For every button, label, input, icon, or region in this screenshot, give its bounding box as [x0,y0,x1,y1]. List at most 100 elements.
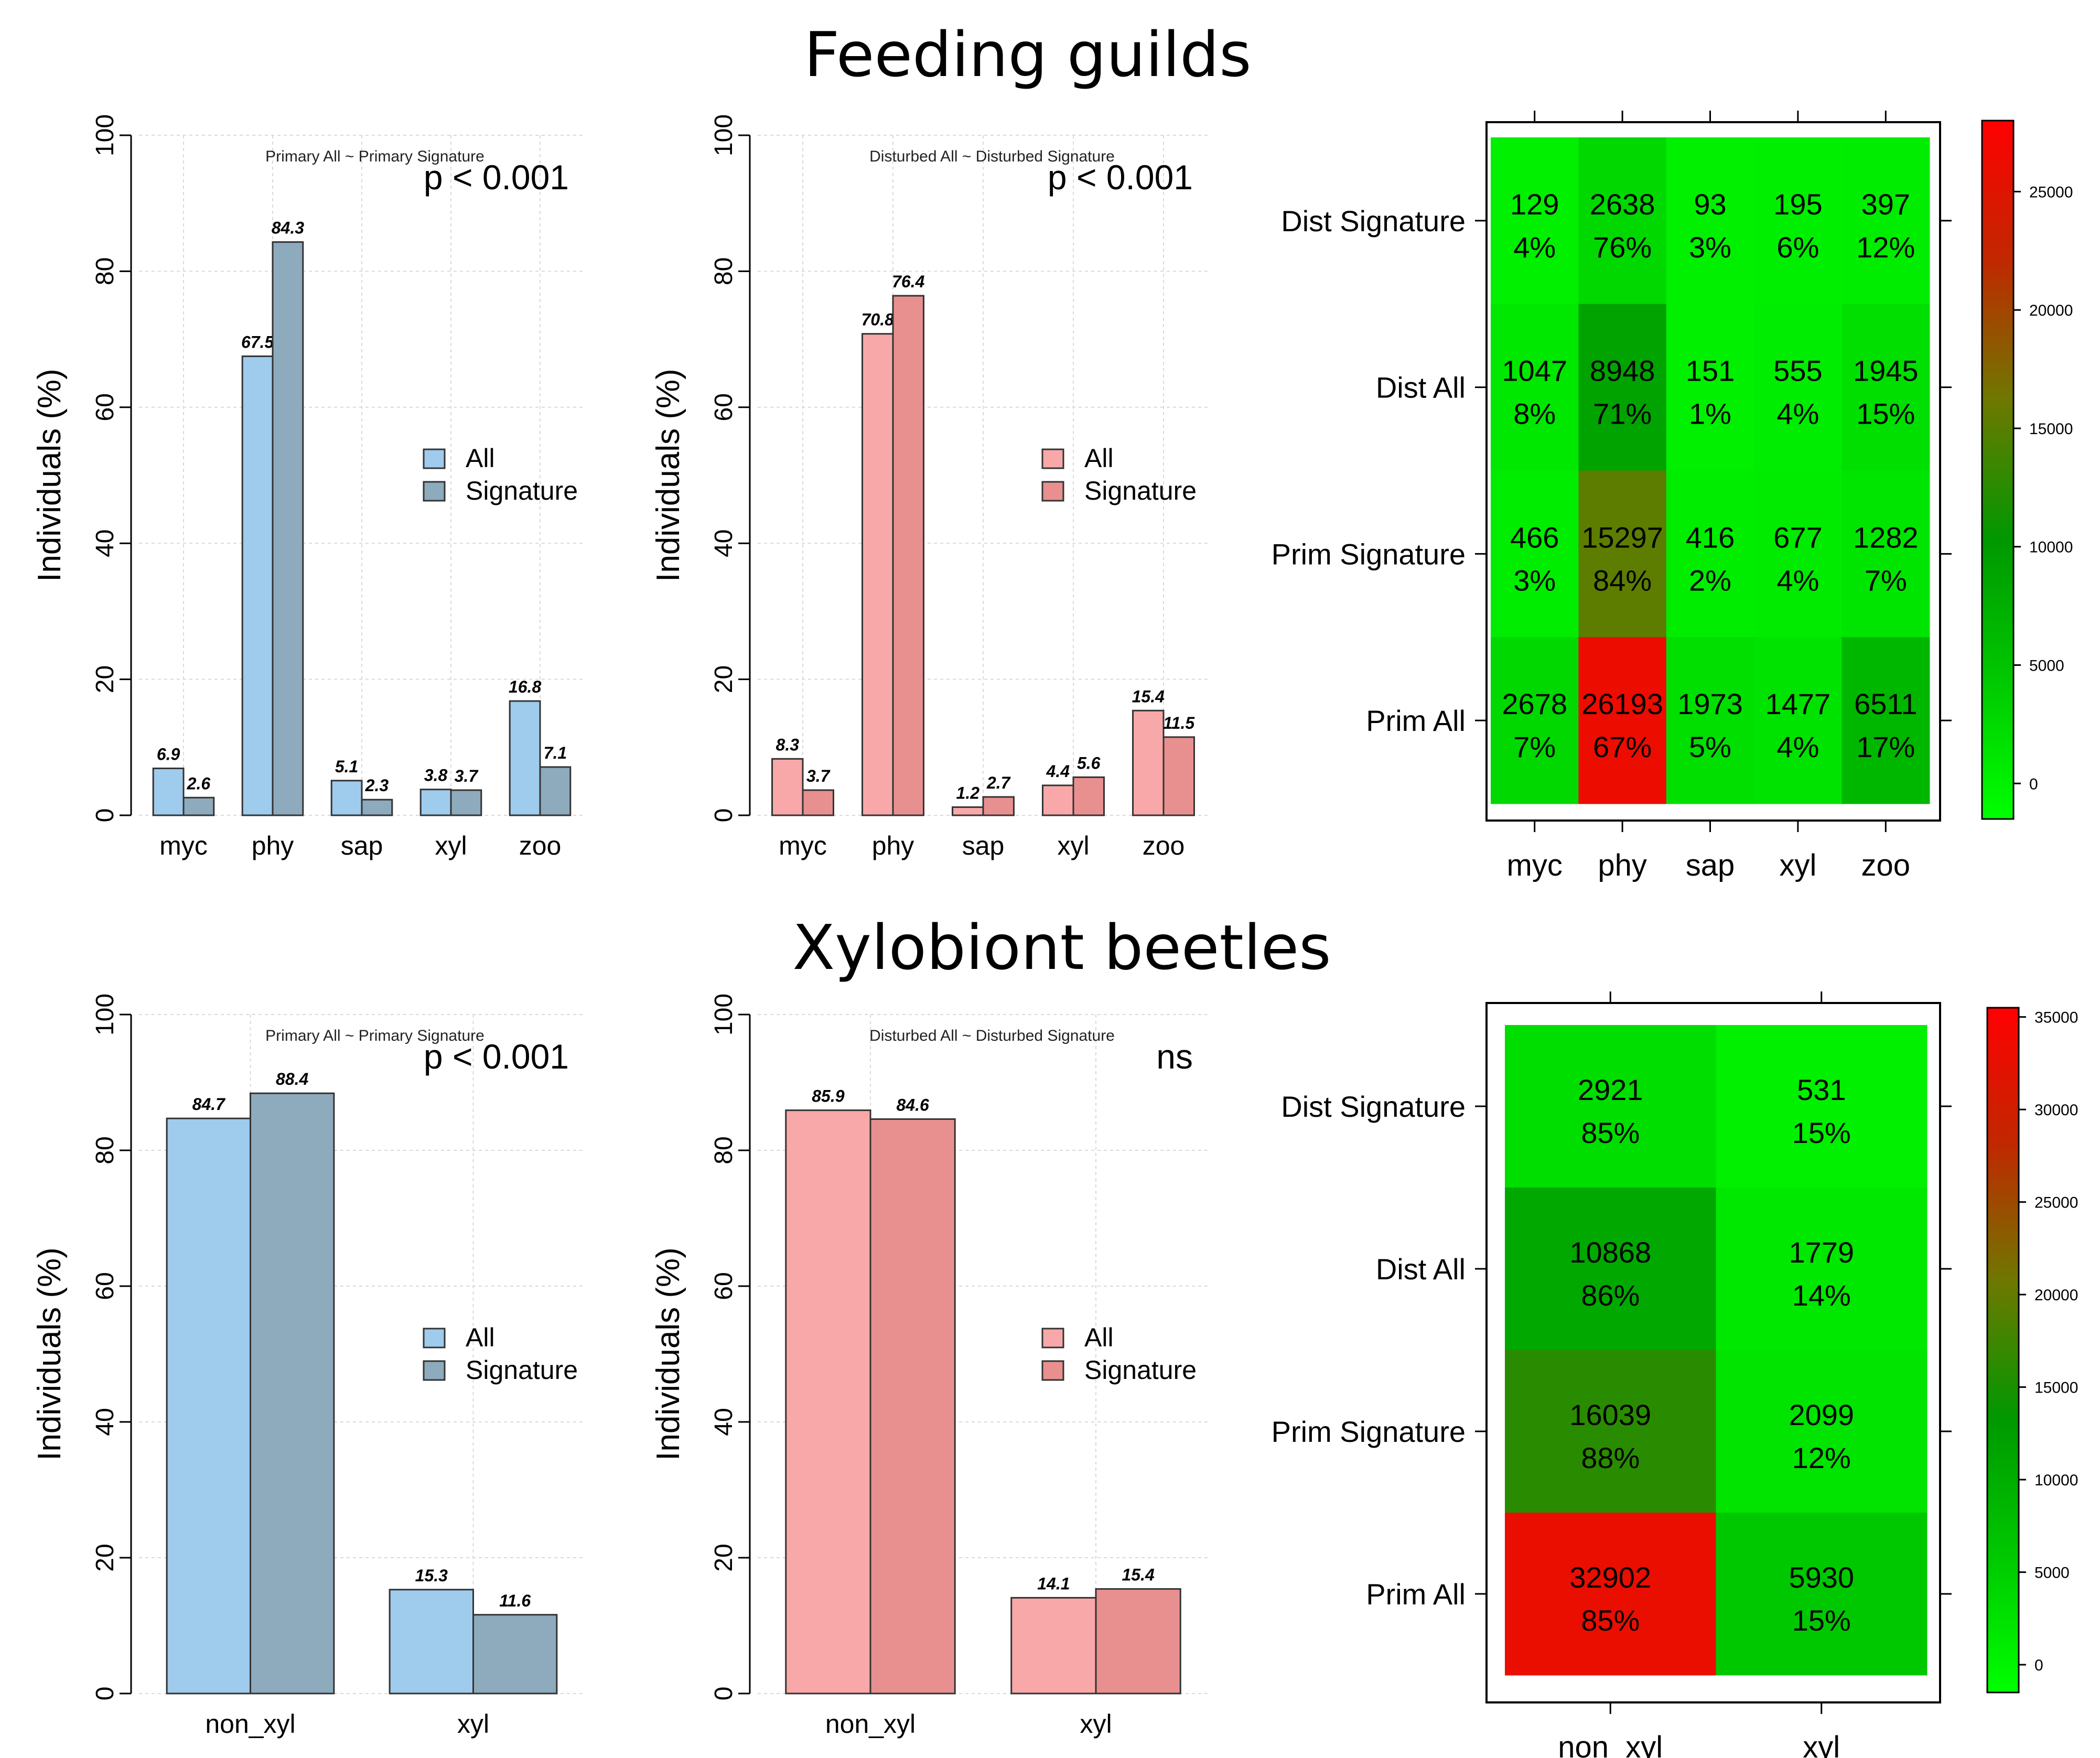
chart-subtitle: Primary All ~ Primary Signature [265,148,484,165]
chart-subtitle: Primary All ~ Primary Signature [265,1027,484,1044]
bar-value-label: 67.5 [241,333,274,352]
x-tick-label: non_xyl [205,1709,295,1739]
p-value-label: ns [1156,1037,1193,1076]
cell-percent-label: 12% [1792,1441,1851,1474]
bar-value-label: 15.4 [1132,687,1165,706]
cell-percent-label: 15% [1792,1604,1851,1637]
bar-signature-non_xyl [250,1092,335,1695]
y-tick-label: 60 [91,393,119,421]
legend-label-signature: Signature [1084,476,1197,505]
bar-signature-xyl [1072,776,1105,816]
bar-signature-myc [182,796,215,816]
bar-signature-xyl [472,1614,558,1695]
heatmap-2: 129 4% 2638 76% 93 3% 195 6% 397 12% Dist Signatur… [1272,111,2073,882]
cell-percent-label: 84% [1593,564,1652,597]
col-label: phy [1598,848,1647,882]
heatmap-cell [1578,637,1667,804]
cell-count-label: 1973 [1677,687,1743,720]
heatmap-cell [1578,304,1667,471]
col-label: myc [1507,848,1563,882]
bar-value-label: 84.7 [192,1095,226,1114]
cell-count-label: 5930 [1789,1561,1854,1594]
y-tick-label: 100 [91,114,119,156]
heatmap-cell [1666,137,1754,305]
legend-tick-label: 35000 [2034,1009,2078,1027]
cell-count-label: 416 [1686,521,1735,554]
p-value-label: p < 0.001 [424,158,569,197]
cell-percent-label: 86% [1581,1279,1640,1312]
cell-count-label: 1779 [1789,1236,1854,1269]
legend-label-all: All [466,1323,495,1352]
bar-value-label: 5.1 [335,757,358,776]
col-label: xyl [1779,848,1816,882]
cell-percent-label: 5% [1689,730,1731,763]
legend-swatch-signature [1041,1360,1064,1381]
bar-value-label: 3.7 [455,767,479,785]
heatmap-cell [1491,470,1579,638]
heatmap-frame [1485,121,1941,822]
heatmap-cell [1491,304,1579,471]
bar-all-non_xyl [166,1117,251,1695]
bar-value-label: 1.2 [956,783,980,802]
row-label: Dist All [1376,1253,1466,1286]
bar-value-label: 88.4 [276,1070,308,1088]
x-tick-label: zoo [519,831,562,860]
bar-value-label: 76.4 [892,272,924,291]
y-tick-label: 20 [91,1544,119,1571]
y-tick-label: 60 [710,1272,738,1300]
legend-swatch-all [423,1328,446,1349]
cell-count-label: 195 [1773,188,1822,221]
charts-layer: 0 20 40 60 80 100 Individuals (%) Primary All ~… [31,111,2078,1758]
legend-tick-label: 15000 [2034,1379,2078,1397]
bar-all-phy [861,333,894,816]
bar-chart-0: 0 20 40 60 80 100 Individuals (%) Primary All ~… [31,114,585,860]
cell-count-label: 93 [1694,188,1726,221]
bar-value-label: 4.4 [1046,762,1070,781]
y-tick-label: 40 [91,1408,119,1436]
cell-percent-label: 15% [1856,397,1915,430]
legend-tick-label: 15000 [2029,420,2073,438]
y-tick-label: 40 [91,530,119,557]
cell-count-label: 15297 [1581,521,1663,554]
cell-count-label: 1945 [1853,354,1919,387]
col-label: non_xyl [1558,1730,1663,1758]
y-tick-label: 100 [710,114,738,156]
cell-percent-label: 2% [1689,564,1731,597]
heatmap-cell [1716,1350,1927,1513]
bar-all-xyl [1042,784,1074,816]
heatmap-cell [1754,470,1843,638]
heatmap-cell [1716,1513,1927,1676]
cell-percent-label: 8% [1513,397,1556,430]
bar-all-sap [330,780,363,816]
legend-label-all: All [466,444,495,473]
cell-count-label: 16039 [1569,1398,1651,1431]
y-tick-label: 60 [710,393,738,421]
heatmap-cell [1505,1350,1716,1513]
y-tick-label: 60 [91,1272,119,1300]
bar-signature-xyl [1095,1588,1181,1695]
bar-all-xyl [419,789,452,816]
heatmap-cell [1754,304,1843,471]
cell-percent-label: 4% [1776,397,1819,430]
cell-percent-label: 3% [1689,231,1731,264]
bar-all-xyl [1010,1597,1097,1695]
bar-all-myc [771,758,804,816]
legend-swatch-signature [1041,481,1064,502]
cell-percent-label: 6% [1776,231,1819,264]
cell-percent-label: 14% [1792,1279,1851,1312]
legend-tick-label: 20000 [2034,1287,2078,1304]
y-axis-label: Individuals (%) [650,1247,686,1461]
bar-value-label: 8.3 [776,735,800,754]
cell-count-label: 397 [1861,188,1910,221]
cell-percent-label: 4% [1513,231,1556,264]
row-label: Prim All [1366,704,1466,737]
bar-value-label: 84.6 [896,1095,929,1114]
row-label: Dist Signature [1281,1090,1466,1123]
cell-count-label: 26193 [1581,687,1663,720]
x-tick-label: myc [779,831,827,860]
cell-percent-label: 85% [1581,1116,1640,1149]
cell-percent-label: 12% [1856,231,1915,264]
legend-swatch-signature [423,1360,446,1381]
y-tick-label: 20 [710,1544,738,1571]
bar-value-label: 84.3 [272,219,304,238]
